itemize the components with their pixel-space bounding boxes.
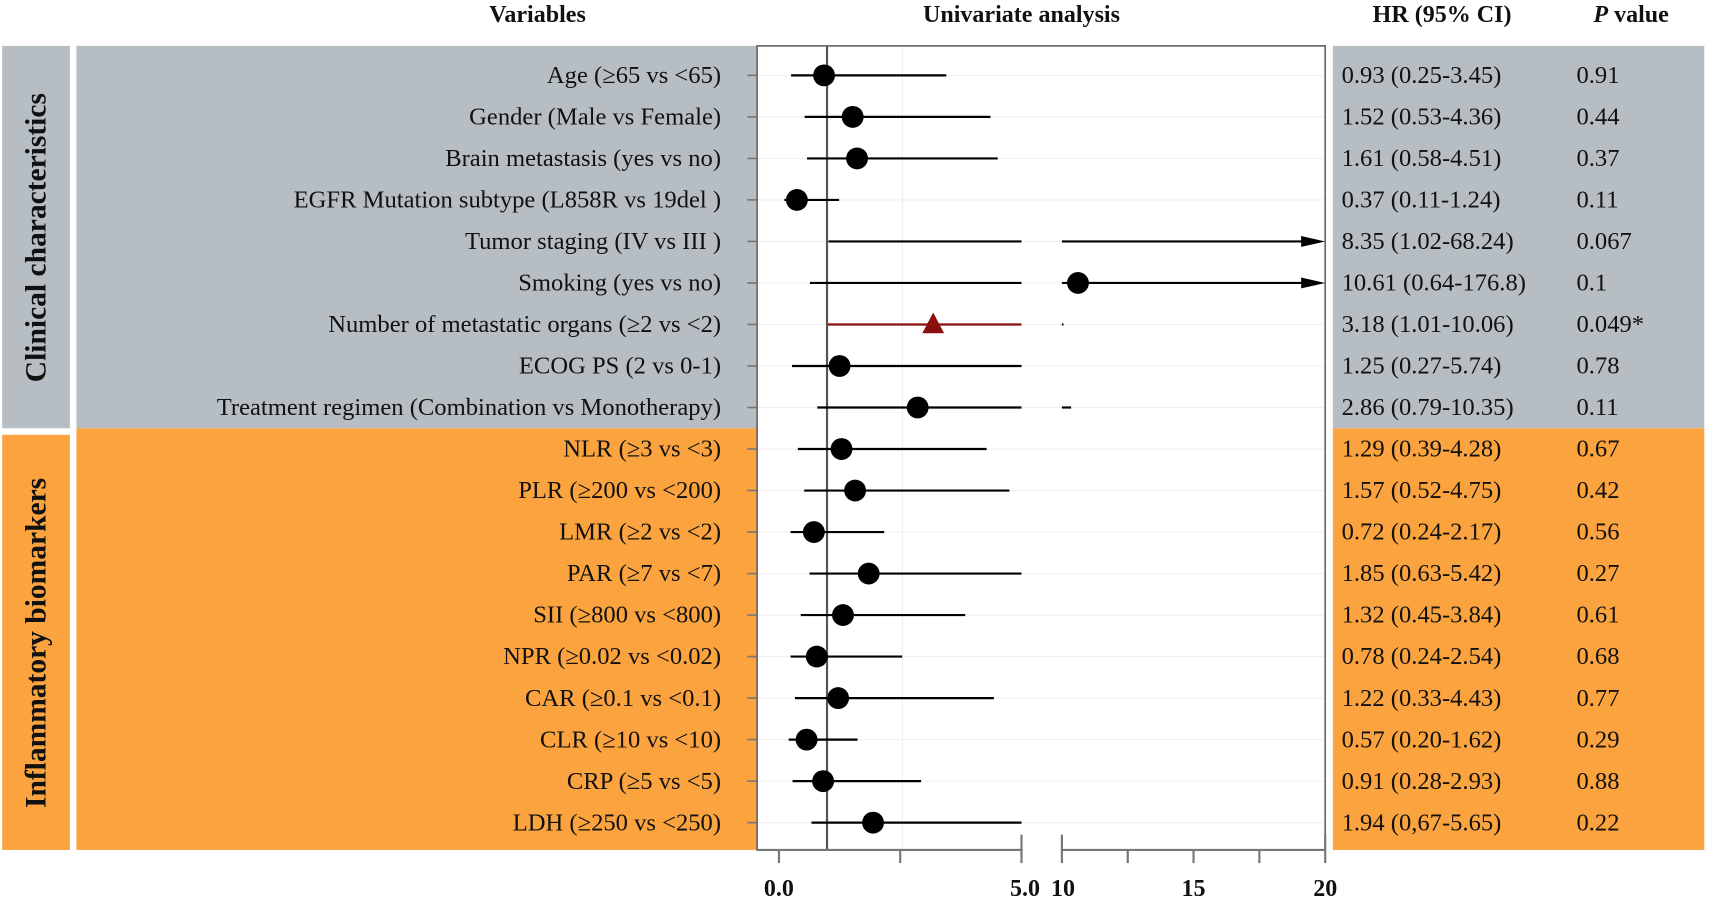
- hr-point: [841, 105, 864, 128]
- hr-point: [832, 604, 854, 627]
- hr-point: [828, 355, 851, 377]
- hr-ci-text: 1.29 (0.39-4.28): [1341, 434, 1502, 463]
- hr-point: [795, 728, 818, 751]
- row-label: SII (≥800 vs <800): [533, 600, 722, 629]
- p-value-text: 0.44: [1576, 102, 1620, 131]
- hr-ci-text: 1.22 (0.33-4.43): [1341, 683, 1502, 712]
- p-value-text: 0.27: [1576, 559, 1620, 587]
- hr-ci-text: 1.94 (0,67-5.65): [1341, 808, 1502, 836]
- hr-point: [827, 687, 850, 710]
- row-label: PLR (≥200 vs <200): [518, 476, 722, 504]
- p-value-text: 0.22: [1576, 808, 1620, 836]
- hr-point: [812, 770, 835, 793]
- p-value-text: 0.56: [1576, 517, 1620, 546]
- row-label: EGFR Mutation subtype (L858R vs 19del ): [293, 185, 722, 214]
- row-label: CLR (≥10 vs <10): [540, 725, 722, 753]
- p-value-text: 0.067: [1576, 227, 1632, 255]
- row-label: Brain metastasis (yes vs no): [445, 144, 722, 172]
- row-label: ECOG PS (2 vs 0-1): [518, 351, 722, 380]
- row-label: CAR (≥0.1 vs <0.1): [525, 683, 722, 712]
- biomarker-band-values: [1332, 428, 1705, 850]
- hr-ci-text: 0.57 (0.20-1.62): [1341, 725, 1502, 753]
- hr-point: [857, 562, 880, 585]
- hr-ci-text: 1.52 (0.53-4.36): [1341, 102, 1502, 131]
- hr-point: [805, 645, 828, 668]
- header-univariate-analysis: Univariate analysis: [923, 0, 1120, 28]
- header-p-value: P value: [1593, 0, 1668, 28]
- p-value-text: 0.37: [1576, 144, 1620, 172]
- row-label: Smoking (yes vs no): [518, 268, 722, 297]
- hr-ci-text: 3.18 (1.01-10.06): [1341, 310, 1514, 338]
- row-label: LDH (≥250 vs <250): [512, 808, 722, 836]
- hr-ci-text: 1.25 (0.27-5.74): [1341, 351, 1502, 380]
- hr-point: [906, 396, 929, 419]
- hr-ci-text: 0.78 (0.24-2.54): [1341, 642, 1502, 670]
- p-value-text: 0.88: [1576, 766, 1620, 795]
- row-label: LMR (≥2 vs <2): [559, 517, 722, 546]
- row-label: Tumor staging (IV vs III ): [464, 227, 722, 255]
- biomarker-band-labels: [76, 428, 758, 850]
- hr-ci-text: 8.35 (1.02-68.24): [1341, 227, 1514, 255]
- header-variables: Variables: [489, 0, 586, 28]
- hr-ci-text: 0.37 (0.11-1.24): [1341, 185, 1501, 214]
- arrow-icon: [1301, 277, 1326, 289]
- p-value-text: 0.77: [1576, 683, 1620, 712]
- hr-point: [813, 64, 835, 87]
- arrow-icon: [1301, 235, 1326, 247]
- p-value-text: 0.91: [1576, 61, 1620, 89]
- hr-ci-text: 1.32 (0.45-3.84): [1341, 600, 1502, 629]
- p-value-text: 0.29: [1576, 725, 1620, 753]
- p-value-text: 0.049*: [1576, 310, 1645, 338]
- hr-ci-text: 1.85 (0.63-5.42): [1341, 559, 1502, 587]
- row-label: Treatment regimen (Combination vs Monoth…: [216, 393, 722, 421]
- row-label: CRP (≥5 vs <5): [566, 766, 722, 795]
- row-label: Age (≥65 vs <65): [546, 61, 722, 89]
- p-value-text: 0.78: [1576, 351, 1620, 380]
- p-value-text: 0.67: [1576, 434, 1620, 463]
- p-value-text: 0.1: [1576, 268, 1608, 297]
- row-label: Number of metastatic organs (≥2 vs <2): [328, 310, 722, 338]
- row-label: Gender (Male vs Female): [469, 102, 722, 131]
- x-tick-label: 15: [1182, 876, 1206, 902]
- x-tick-label: 10: [1051, 876, 1075, 902]
- p-value-text: 0.11: [1576, 393, 1619, 421]
- row-label: PAR (≥7 vs <7): [566, 559, 722, 587]
- header-hr: HR (95% CI): [1372, 0, 1512, 28]
- hr-ci-text: 0.91 (0.28-2.93): [1341, 766, 1502, 795]
- clinical-band-values: [1332, 45, 1705, 429]
- row-label: NLR (≥3 vs <3): [563, 434, 722, 463]
- hr-point: [844, 479, 867, 502]
- hr-ci-text: 0.72 (0.24-2.17): [1341, 517, 1502, 546]
- x-tick-label: 5.0: [1010, 876, 1040, 902]
- hr-ci-text: 2.86 (0.79-10.35): [1341, 393, 1514, 421]
- hr-ci-text: 1.57 (0.52-4.75): [1341, 476, 1502, 504]
- hr-ci-text: 1.61 (0.58-4.51): [1341, 144, 1502, 172]
- group-label-clinical: Clinical characteristics: [2, 45, 70, 429]
- axis-break: [1022, 841, 1061, 855]
- p-value-text: 0.11: [1576, 185, 1619, 214]
- header-p-rest: value: [1608, 0, 1669, 28]
- row-label: NPR (≥0.02 vs <0.02): [503, 642, 722, 670]
- hr-point: [830, 438, 853, 460]
- hr-triangle-marker: [922, 312, 945, 334]
- group-label-biomarkers: Inflammatory biomarkers: [2, 434, 70, 850]
- x-tick-label: 20: [1313, 876, 1337, 902]
- hr-point: [862, 811, 884, 834]
- header-p-italic: P: [1593, 0, 1609, 28]
- clinical-band-labels: [76, 45, 758, 429]
- hr-point: [785, 189, 808, 211]
- hr-ci-text: 0.93 (0.25-3.45): [1341, 61, 1502, 89]
- hr-point: [846, 147, 868, 170]
- p-value-text: 0.61: [1576, 600, 1620, 629]
- hr-point: [1067, 272, 1089, 294]
- p-value-text: 0.68: [1576, 642, 1620, 670]
- hr-point: [802, 521, 825, 543]
- hr-ci-text: 10.61 (0.64-176.8): [1341, 268, 1526, 297]
- p-value-text: 0.42: [1576, 476, 1620, 504]
- x-tick-label: 0.0: [764, 876, 794, 902]
